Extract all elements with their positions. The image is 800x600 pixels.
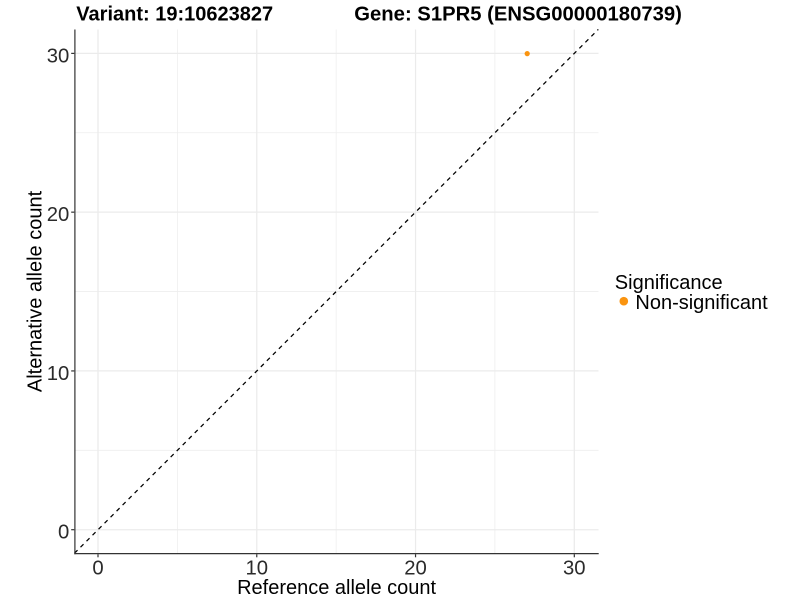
svg-text:Alternative allele count: Alternative allele count	[25, 190, 47, 392]
svg-text:Gene: S1PR5 (ENSG00000180739): Gene: S1PR5 (ENSG00000180739)	[354, 4, 682, 26]
svg-text:20: 20	[47, 204, 70, 226]
svg-text:30: 30	[563, 558, 586, 580]
svg-text:10: 10	[47, 363, 70, 385]
svg-text:10: 10	[245, 558, 268, 580]
svg-text:30: 30	[47, 45, 70, 67]
svg-text:0: 0	[92, 558, 103, 580]
svg-text:20: 20	[404, 558, 427, 580]
svg-text:Significance: Significance	[615, 272, 723, 294]
svg-text:Reference allele count: Reference allele count	[237, 577, 436, 599]
svg-text:Variant: 19:10623827: Variant: 19:10623827	[76, 4, 273, 26]
svg-text:Non-significant: Non-significant	[635, 292, 768, 314]
svg-text:0: 0	[58, 522, 69, 544]
